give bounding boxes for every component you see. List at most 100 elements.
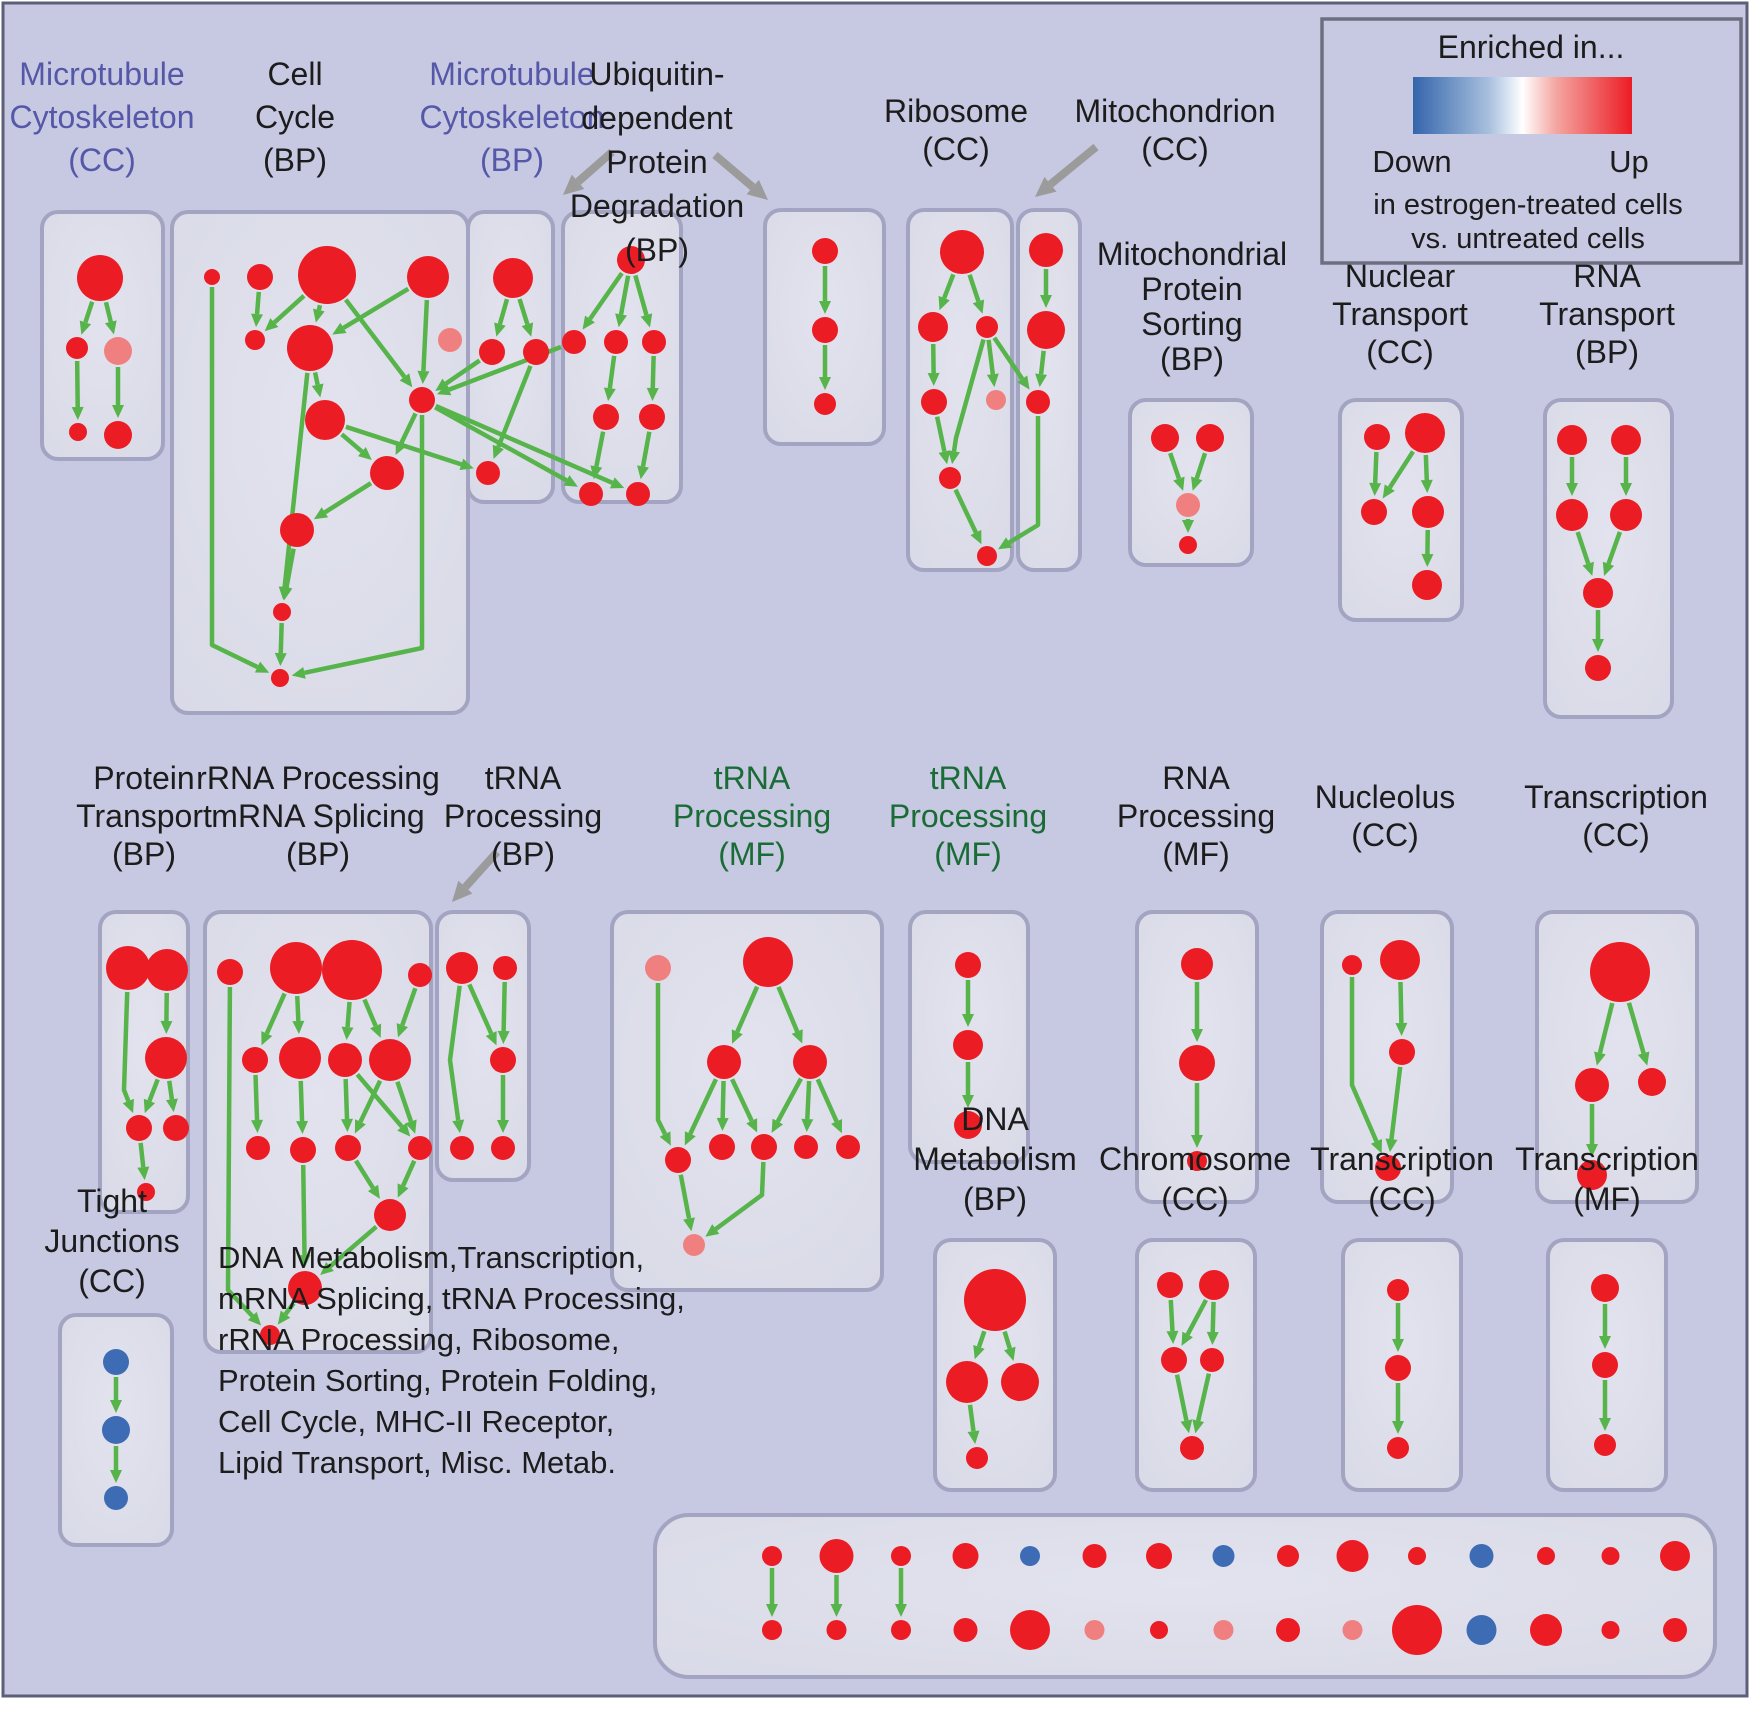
go-node-q4-red	[793, 1045, 827, 1079]
edge-i1-i3	[1168, 452, 1185, 491]
edge-arrowhead	[1592, 639, 1604, 652]
go-node-g6-red	[939, 467, 961, 489]
go-node-q3-red	[707, 1045, 741, 1079]
edge-c11-c12	[280, 548, 296, 601]
edge-line	[323, 481, 373, 515]
go-node-r13-red	[374, 1199, 406, 1231]
edge-h1-h2	[1040, 269, 1052, 308]
matrix-node-bottom-8-pink	[1213, 1620, 1234, 1640]
go-node-e2-red	[562, 330, 586, 354]
edge-arrowhead	[1192, 1419, 1205, 1434]
edge-line	[343, 1078, 350, 1120]
edge-line	[345, 424, 463, 467]
edge-arrowhead	[436, 384, 452, 396]
edge-line	[283, 1301, 296, 1316]
cluster-label-tight-junctions-cc: Tight	[77, 1183, 147, 1219]
edge-arrowhead	[1181, 1331, 1193, 1346]
edge-arrowhead	[819, 301, 831, 314]
edge-line	[328, 1225, 378, 1269]
edge-arrowhead	[71, 406, 84, 421]
edge-c2-c5	[251, 291, 264, 328]
edge-line	[1597, 1002, 1615, 1054]
edge-line	[225, 986, 254, 1318]
edge-line	[1008, 416, 1041, 545]
edge-arrowhead	[746, 1118, 758, 1133]
edge-arrowhead	[122, 1098, 134, 1114]
go-node-q1-pink	[645, 955, 671, 981]
cluster-label-microtubule-cytoskeleton-bp: Cytoskeleton	[420, 99, 605, 135]
go-node-r11-red	[335, 1135, 361, 1161]
edge-line	[444, 358, 481, 386]
edge-arrowhead	[1173, 476, 1185, 491]
cluster-label-nuclear-transport-cc: (CC)	[1366, 334, 1434, 370]
matrix-node-bottom-14-red	[1601, 1621, 1620, 1639]
go-node-i4-red	[1179, 536, 1197, 554]
edge-line	[121, 991, 131, 1102]
edge-line	[775, 1077, 803, 1123]
edge-line	[967, 274, 981, 303]
edge-c9-c13	[291, 415, 425, 679]
edge-line	[1047, 143, 1099, 188]
go-node-g2-red	[918, 312, 948, 342]
edge-arrowhead	[603, 387, 616, 402]
edge-arrowhead	[1599, 1418, 1611, 1431]
go-node-w4-red	[1375, 1155, 1401, 1181]
edge-arrowhead	[1392, 1421, 1404, 1434]
go-node-k6-red	[1585, 655, 1611, 681]
go-node-v3-red	[1187, 1151, 1207, 1171]
edge-r14-r15	[277, 1301, 296, 1325]
edge-line	[434, 405, 568, 483]
go-node-r1-red	[217, 959, 243, 985]
cluster-label-rrna-processing-mrna-splicing-bp: mRNA Splicing	[211, 798, 424, 834]
go-node-x3-red	[1638, 1068, 1666, 1096]
edge-arrowhead	[497, 1030, 510, 1045]
edge-arrowhead	[452, 880, 473, 902]
edge-ab2-ab3	[1599, 1380, 1611, 1431]
edge-arrowhead	[143, 1098, 156, 1114]
edge-y1-y3	[1002, 1330, 1016, 1361]
legend-box	[1320, 17, 1743, 265]
go-node-c1-red	[204, 269, 220, 285]
edge-arrowhead	[492, 444, 504, 460]
edge-arrowhead	[296, 1120, 309, 1135]
go-node-aa2-red	[1385, 1355, 1411, 1381]
edge-a2-a4	[71, 360, 84, 421]
edge-arrowhead	[112, 405, 124, 418]
edge-r12-r13	[397, 1159, 417, 1198]
go-node-q2-red	[743, 937, 793, 987]
edge-j2-j3	[1382, 450, 1415, 499]
legend-line1: in estrogen-treated cells	[1373, 189, 1683, 221]
edge-arrowhead	[417, 370, 430, 385]
cluster-box-b20	[1135, 1238, 1257, 1492]
go-node-d4-red	[476, 461, 500, 485]
edge-line	[714, 1161, 766, 1231]
go-node-q10-pink	[683, 1234, 705, 1256]
matrix-node-top-5-blue	[1020, 1546, 1040, 1566]
cluster-label-trna-processing-bp: tRNA	[485, 760, 562, 796]
edge-line	[354, 1159, 375, 1190]
edge-q4-q9	[815, 1078, 843, 1134]
cluster-label-trna-processing-mf-1: Processing	[673, 798, 831, 834]
go-node-u3-red	[954, 1111, 982, 1139]
edge-arrowhead	[341, 1118, 354, 1133]
matrix-node-top-9-red	[1277, 1545, 1299, 1567]
edge-line	[303, 415, 425, 676]
cluster-label-rna-processing-mf: Processing	[1117, 798, 1275, 834]
go-node-e4-red	[642, 330, 666, 354]
go-node-y4-red	[966, 1447, 988, 1469]
edge-t3-t5	[497, 1075, 509, 1133]
go-node-p6-red	[137, 1183, 155, 1201]
edge-z1-z3	[1166, 1299, 1179, 1345]
edge-line	[575, 148, 615, 185]
go-node-g3-red	[976, 316, 998, 338]
edge-line	[253, 1074, 260, 1121]
go-node-q9-red	[836, 1135, 860, 1159]
edge-i3-i4	[1182, 519, 1194, 533]
edge-arrowhead	[998, 537, 1013, 550]
misc-summary-text: Lipid Transport, Misc. Metab.	[218, 1445, 616, 1480]
matrix-node-bottom-5-red	[1010, 1610, 1050, 1650]
go-node-g5-pink	[986, 390, 1006, 410]
edge-a3-a5	[112, 367, 124, 418]
